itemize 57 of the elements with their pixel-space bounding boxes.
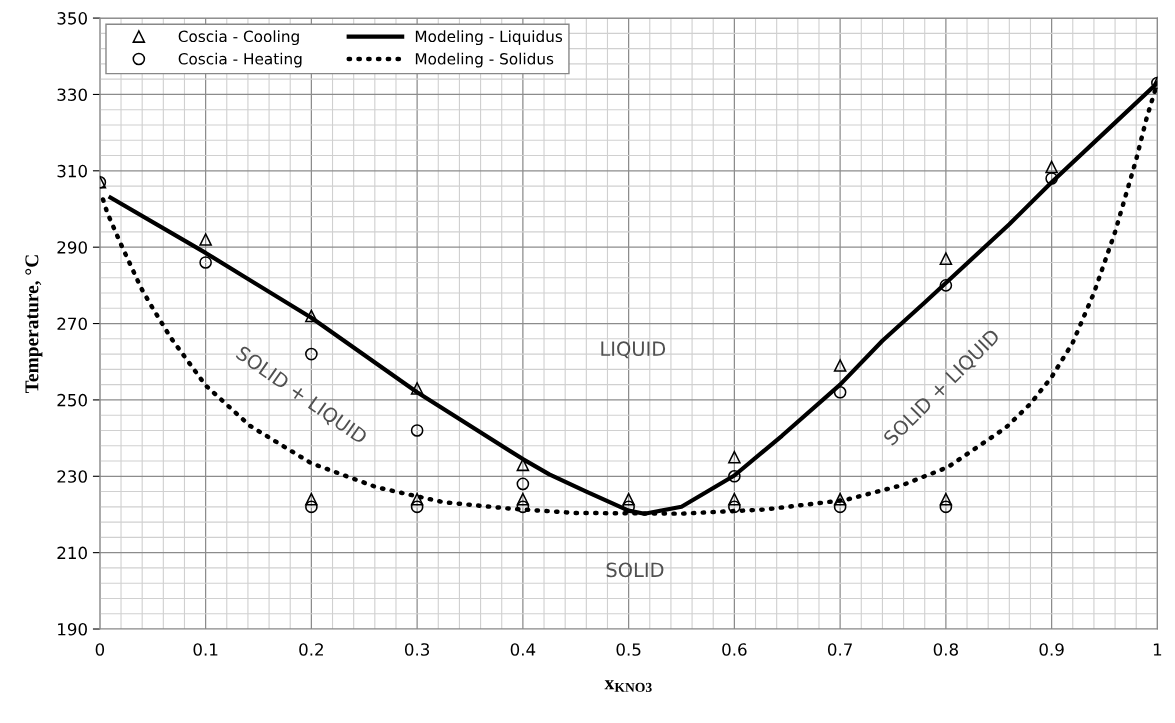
point xyxy=(516,458,530,472)
x-tick-label: 0.1 xyxy=(193,643,218,656)
point xyxy=(516,492,530,506)
point xyxy=(516,477,530,491)
point xyxy=(305,309,318,323)
point xyxy=(305,492,318,506)
point xyxy=(939,252,953,265)
point xyxy=(305,347,318,361)
point xyxy=(199,256,212,269)
point xyxy=(939,492,953,506)
y-tick-label: 210 xyxy=(57,546,87,560)
legend-label: Modeling - Liquidus xyxy=(415,30,563,46)
x-axis-title: x$_{KNO3}$ xyxy=(604,680,652,692)
point xyxy=(199,233,212,246)
x-tick-label: 0.6 xyxy=(722,643,747,656)
annotation: LIQUID xyxy=(601,341,666,359)
annotation: SOLID xyxy=(606,562,664,578)
point xyxy=(1045,160,1058,174)
x-tick-label: 0.8 xyxy=(933,643,958,656)
point xyxy=(833,492,847,506)
point xyxy=(410,382,424,395)
y-tick-label: 290 xyxy=(57,241,87,254)
legend-label: Modeling - Solidus xyxy=(415,52,554,68)
x-tick-label: 0.2 xyxy=(299,643,323,656)
x-tick-label: 0.9 xyxy=(1039,643,1064,656)
y-axis-title: Temperature, °C xyxy=(25,255,43,394)
x-tick-label: 0.7 xyxy=(827,643,852,656)
y-tick-label: 190 xyxy=(58,622,87,636)
point xyxy=(410,492,424,506)
x-tick-label: 0 xyxy=(95,643,105,656)
point xyxy=(516,500,530,514)
point xyxy=(410,424,424,437)
legend-label: Coscia - Heating xyxy=(178,52,302,68)
x-tick-label: 0.4 xyxy=(510,643,536,656)
point xyxy=(728,500,741,514)
legend-label: Coscia - Cooling xyxy=(178,30,299,46)
point xyxy=(728,469,741,483)
y-tick-label: 310 xyxy=(57,164,87,178)
x-tick-label: 0.5 xyxy=(616,643,641,656)
point xyxy=(939,279,953,292)
y-tick-label: 230 xyxy=(57,470,87,483)
point xyxy=(833,385,847,399)
x-tick-label: 0.3 xyxy=(404,643,430,656)
point xyxy=(622,492,635,506)
point xyxy=(305,500,318,514)
point xyxy=(728,492,741,506)
point xyxy=(833,359,847,372)
y-tick-label: 270 xyxy=(57,317,87,331)
y-tick-label: 350 xyxy=(57,12,87,25)
point xyxy=(728,450,741,464)
point xyxy=(939,500,953,514)
point xyxy=(833,500,847,514)
y-tick-label: 330 xyxy=(57,88,87,102)
point xyxy=(1045,172,1058,185)
x-tick-label: 1 xyxy=(1153,643,1162,656)
y-tick-label: 250 xyxy=(57,393,87,407)
point xyxy=(410,500,424,514)
